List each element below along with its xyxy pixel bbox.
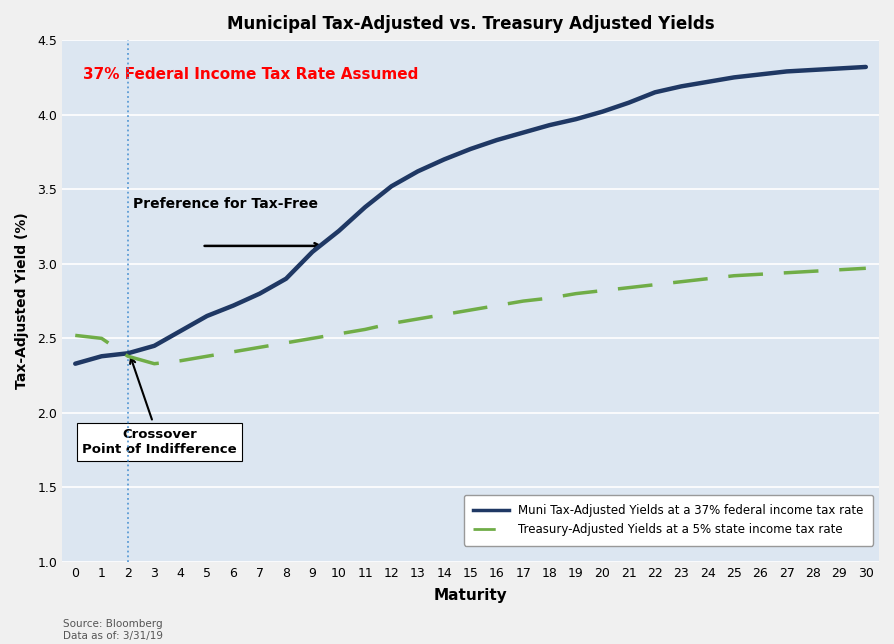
Text: 37% Federal Income Tax Rate Assumed: 37% Federal Income Tax Rate Assumed <box>83 67 418 82</box>
Text: Crossover
Point of Indifference: Crossover Point of Indifference <box>82 358 237 456</box>
Title: Municipal Tax-Adjusted vs. Treasury Adjusted Yields: Municipal Tax-Adjusted vs. Treasury Adju… <box>227 15 714 33</box>
X-axis label: Maturity: Maturity <box>434 588 508 603</box>
Text: Source: Bloomberg
Data as of: 3/31/19: Source: Bloomberg Data as of: 3/31/19 <box>63 619 163 641</box>
Text: Preference for Tax-Free: Preference for Tax-Free <box>133 197 318 211</box>
Y-axis label: Tax-Adjusted Yield (%): Tax-Adjusted Yield (%) <box>15 213 29 390</box>
Legend: Muni Tax-Adjusted Yields at a 37% federal income tax rate, Treasury-Adjusted Yie: Muni Tax-Adjusted Yields at a 37% federa… <box>464 495 873 545</box>
